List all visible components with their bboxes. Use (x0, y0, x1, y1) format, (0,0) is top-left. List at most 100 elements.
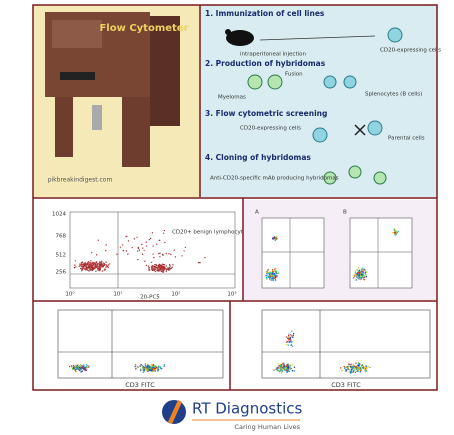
x-axis-label: 20-PC5 (140, 295, 160, 301)
panel-bg (230, 303, 437, 390)
event-dot (121, 244, 124, 246)
event-dot (394, 231, 396, 233)
website: pikbreakindigest.com (48, 177, 113, 184)
event-dot (350, 364, 353, 366)
event-dot (141, 243, 143, 246)
event-dot (265, 276, 268, 279)
event-dot (103, 264, 105, 267)
event-dot (287, 365, 289, 367)
event-dot (358, 367, 361, 369)
event-dot (275, 368, 277, 370)
event-dot (90, 264, 93, 267)
event-dot (82, 366, 84, 369)
event-dot (90, 260, 92, 262)
cell (348, 165, 362, 179)
event-dot (164, 241, 166, 244)
event-dot (119, 246, 122, 248)
event-dot (350, 372, 352, 374)
cell (323, 75, 337, 89)
event-dot (276, 367, 279, 369)
event-dot (347, 368, 349, 370)
x-tick-label: 10⁰ (65, 291, 75, 298)
panel-bg (33, 303, 230, 390)
event-dot (160, 267, 162, 269)
cell (323, 171, 337, 185)
event-dot (394, 232, 397, 235)
event-dot (265, 275, 267, 277)
event-dot (278, 365, 280, 367)
event-dot (149, 237, 152, 240)
machine-label (52, 20, 102, 48)
event-dot (173, 249, 175, 251)
event-dot (157, 369, 159, 371)
step-label: Myelomas (218, 95, 246, 101)
event-dot (292, 334, 295, 337)
event-dot (103, 269, 105, 271)
event-dot (95, 270, 97, 272)
event-dot (81, 263, 83, 265)
event-dot (348, 371, 350, 373)
event-dot (100, 263, 103, 266)
event-dot (160, 366, 162, 369)
event-dot (353, 369, 355, 372)
event-dot (163, 264, 166, 266)
event-dot (292, 363, 294, 366)
event-dot (281, 372, 283, 374)
event-dot (125, 250, 128, 252)
event-dot (136, 236, 138, 239)
event-dot (154, 270, 157, 273)
event-dot (161, 263, 164, 265)
event-dot (281, 365, 283, 367)
step-label: CD20-expressing cells (380, 48, 441, 54)
event-dot (271, 272, 274, 275)
event-dot (152, 368, 155, 370)
step-heading: 3. Flow cytometric screening (205, 109, 327, 118)
event-dot (345, 370, 347, 373)
event-dot (266, 270, 269, 272)
event-dot (356, 274, 358, 276)
event-dot (355, 279, 357, 281)
event-dot (369, 366, 371, 369)
logo-stroke (168, 400, 182, 424)
event-dot (152, 363, 154, 366)
small-plots-panel: A B (243, 200, 437, 300)
event-dot (163, 265, 165, 268)
event-dot (88, 265, 90, 267)
event-dot (81, 265, 83, 268)
event-dot (354, 271, 356, 273)
event-dot (74, 264, 76, 266)
event-dot (288, 333, 290, 335)
event-dot (77, 364, 80, 366)
cell (312, 127, 328, 143)
event-dot (352, 277, 355, 279)
step-label: Parental cells (388, 136, 425, 142)
event-dot (154, 268, 156, 270)
event-dot (199, 262, 201, 264)
event-dot (88, 266, 90, 269)
event-dot (172, 264, 174, 266)
event-dot (273, 277, 275, 280)
event-dot (103, 263, 106, 265)
event-dot (152, 265, 155, 267)
event-dot (116, 253, 118, 255)
event-dot (81, 370, 83, 372)
event-dot (143, 249, 145, 252)
event-dot (286, 369, 288, 372)
event-dot (100, 261, 102, 264)
event-dot (350, 368, 353, 371)
event-dot (74, 260, 77, 262)
event-dot (395, 229, 397, 232)
event-dot (151, 269, 154, 272)
event-dot (285, 365, 288, 368)
event-dot (290, 339, 292, 341)
display (60, 72, 95, 80)
event-dot (345, 369, 348, 371)
event-dot (154, 367, 157, 370)
event-dot (107, 264, 110, 266)
event-dot (359, 363, 361, 365)
event-dot (292, 336, 294, 338)
event-dot (171, 266, 173, 268)
event-dot (156, 269, 158, 271)
event-dot (105, 244, 107, 246)
event-dot (156, 367, 159, 370)
